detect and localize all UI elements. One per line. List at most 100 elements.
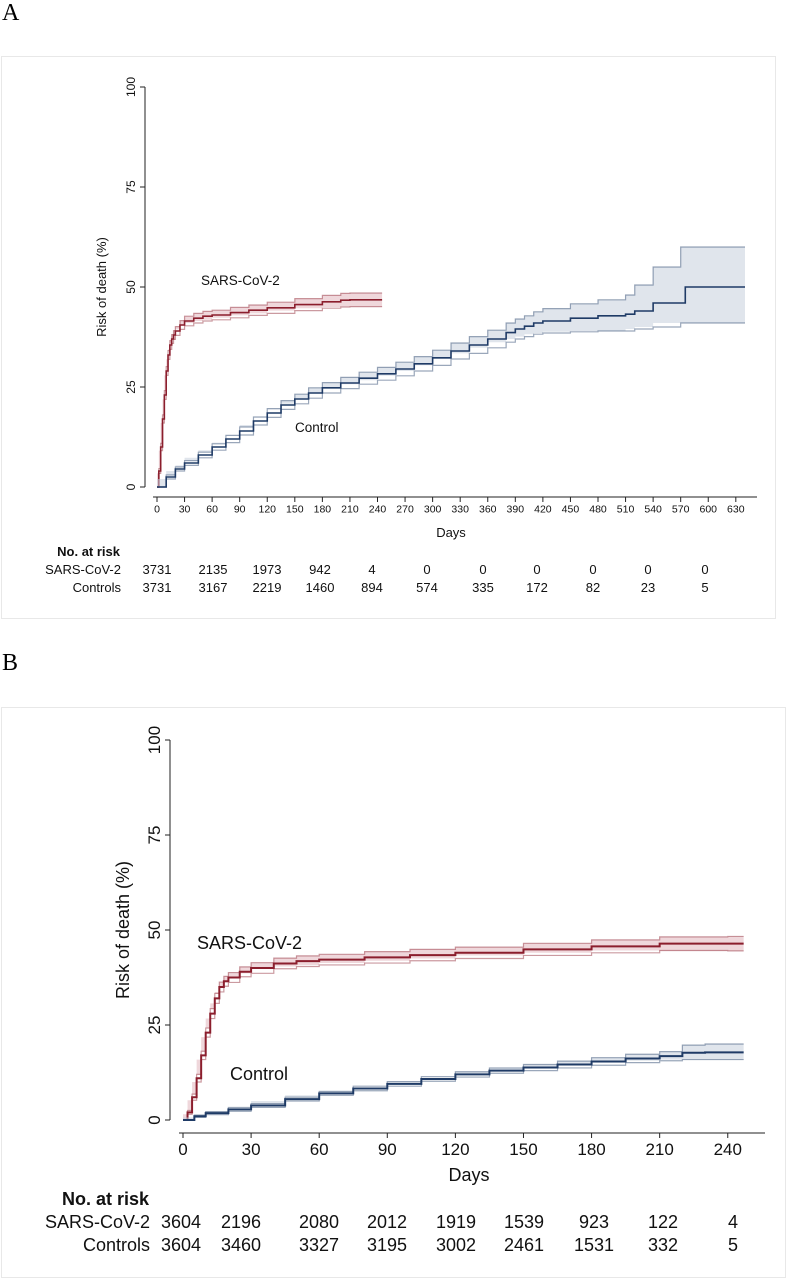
series-label-control: Control [230, 1064, 288, 1084]
sars-cov-2-line [157, 299, 383, 488]
risk-value: 3731 [143, 580, 172, 595]
y-tick-label: 100 [124, 77, 138, 97]
risk-value: 2196 [221, 1212, 261, 1232]
panel-a-letter: A [2, 0, 20, 26]
y-tick-label: 75 [124, 180, 138, 194]
x-tick-label: 30 [179, 504, 191, 516]
x-tick-label: 120 [258, 504, 276, 516]
x-tick-label: 60 [310, 1140, 329, 1159]
panel-b-frame [1, 707, 786, 1278]
x-tick-label: 360 [479, 504, 497, 516]
x-tick-label: 450 [562, 504, 580, 516]
x-tick-label: 270 [396, 504, 414, 516]
risk-value: 3731 [143, 562, 172, 577]
risk-value: 4 [368, 562, 375, 577]
risk-value: 3604 [161, 1235, 201, 1255]
risk-value: 0 [701, 562, 708, 577]
risk-value: 2135 [199, 562, 228, 577]
x-tick-label: 180 [577, 1140, 605, 1159]
y-tick-label: 50 [124, 280, 138, 294]
risk-value: 2012 [367, 1212, 407, 1232]
control-line [183, 1051, 744, 1121]
x-tick-label: 90 [234, 504, 246, 516]
risk-value: 942 [309, 562, 331, 577]
risk-row-label: SARS-CoV-2 [45, 562, 121, 577]
risk-value: 3167 [199, 580, 228, 595]
risk-value: 122 [648, 1212, 678, 1232]
risk-value: 2219 [253, 580, 282, 595]
x-tick-label: 150 [286, 504, 304, 516]
x-tick-label: 570 [672, 504, 690, 516]
risk-value: 2461 [504, 1235, 544, 1255]
x-tick-label: 390 [507, 504, 525, 516]
risk-value: 0 [589, 562, 596, 577]
y-tick-label: 0 [145, 1115, 164, 1124]
control-ci-lower [157, 322, 745, 488]
risk-value: 923 [579, 1212, 609, 1232]
x-tick-label: 0 [154, 504, 160, 516]
y-tick-label: 0 [124, 483, 138, 490]
sars-cov-2-ci-lower [183, 949, 744, 1121]
x-tick-label: 510 [617, 504, 635, 516]
risk-value: 23 [641, 580, 655, 595]
x-tick-label: 330 [451, 504, 469, 516]
y-tick-label: 25 [145, 1016, 164, 1035]
risk-value: 335 [472, 580, 494, 595]
risk-value: 894 [361, 580, 383, 595]
y-tick-label: 100 [145, 726, 164, 754]
series-label-sars-cov-2: SARS-CoV-2 [201, 273, 280, 288]
risk-value: 5 [701, 580, 708, 595]
y-tick-label: 25 [124, 380, 138, 394]
risk-value: 3195 [367, 1235, 407, 1255]
sars-cov-2-ci-band [183, 936, 744, 1120]
x-tick-label: 480 [589, 504, 607, 516]
x-tick-label: 120 [441, 1140, 469, 1159]
x-axis-title: Days [448, 1165, 489, 1185]
risk-value: 0 [533, 562, 540, 577]
risk-row-label: SARS-CoV-2 [45, 1212, 150, 1232]
risk-table-heading: No. at risk [62, 1189, 150, 1209]
risk-row-label: Controls [83, 1235, 150, 1255]
panel-b-letter: B [2, 650, 19, 676]
risk-value: 3327 [299, 1235, 339, 1255]
x-tick-label: 630 [727, 504, 745, 516]
panel-a-frame [1, 56, 776, 619]
risk-value: 172 [526, 580, 548, 595]
sars-cov-2-line [183, 942, 744, 1121]
x-tick-label: 180 [314, 504, 332, 516]
control-line [157, 286, 745, 488]
risk-value: 3460 [221, 1235, 261, 1255]
x-tick-label: 300 [424, 504, 442, 516]
control-ci-upper [183, 1043, 744, 1121]
risk-row-label: Controls [73, 580, 122, 595]
risk-value: 4 [728, 1212, 738, 1232]
risk-table-heading: No. at risk [57, 544, 121, 559]
x-tick-label: 210 [645, 1140, 673, 1159]
x-tick-label: 90 [378, 1140, 397, 1159]
x-tick-label: 60 [206, 504, 218, 516]
x-axis-title: Days [436, 525, 466, 540]
risk-value: 332 [648, 1235, 678, 1255]
risk-value: 1539 [504, 1212, 544, 1232]
control-ci-band [183, 1044, 744, 1120]
risk-value: 1460 [306, 580, 335, 595]
x-tick-label: 150 [509, 1140, 537, 1159]
risk-value: 1531 [574, 1235, 614, 1255]
x-tick-label: 600 [699, 504, 717, 516]
risk-value: 0 [479, 562, 486, 577]
x-tick-label: 420 [534, 504, 552, 516]
series-label-control: Control [295, 420, 339, 435]
x-tick-label: 240 [369, 504, 387, 516]
risk-value: 0 [423, 562, 430, 577]
risk-value: 5 [728, 1235, 738, 1255]
risk-value: 574 [416, 580, 438, 595]
y-axis-title: Risk of death (%) [113, 861, 133, 999]
risk-value: 1919 [436, 1212, 476, 1232]
x-tick-label: 0 [178, 1140, 187, 1159]
risk-value: 1973 [253, 562, 282, 577]
control-ci-band [157, 247, 745, 487]
x-tick-label: 540 [644, 504, 662, 516]
risk-value: 2080 [299, 1212, 339, 1232]
